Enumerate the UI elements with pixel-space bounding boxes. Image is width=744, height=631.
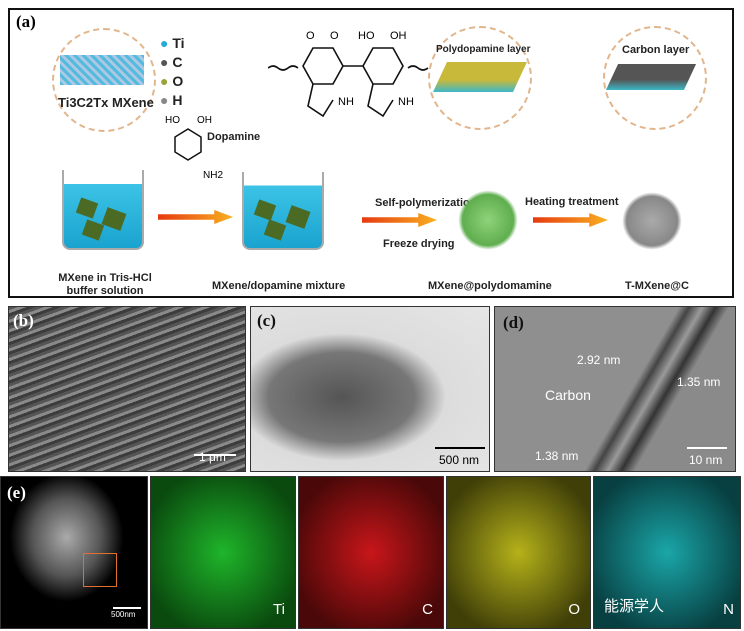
step-freeze-drying: Freeze drying bbox=[383, 238, 455, 250]
scale-bar bbox=[435, 447, 485, 449]
step-self-polymerization: Self-polymerization bbox=[375, 197, 477, 209]
spacing-label-1: 2.92 nm bbox=[577, 353, 621, 367]
scale-bar bbox=[113, 607, 141, 609]
scale-label: 500 nm bbox=[439, 453, 480, 467]
mxene-zoom-circle bbox=[52, 28, 156, 132]
o-map: O bbox=[446, 476, 591, 629]
c-map-label: C bbox=[422, 601, 433, 618]
panel-a-label: (a) bbox=[16, 12, 36, 31]
n-map-label: N bbox=[723, 601, 734, 618]
mxene-label: Ti3C2Tx MXene bbox=[58, 95, 154, 110]
polydopamine-zoom-circle bbox=[428, 26, 532, 130]
dopamine-structure: HO OH NH2 bbox=[165, 115, 224, 181]
beaker-mxene bbox=[62, 170, 144, 250]
carbon-layer-image bbox=[605, 64, 697, 90]
caption-mxene-buffer: MXene in Tris-HCl buffer solution bbox=[58, 272, 152, 297]
c-map: C bbox=[298, 476, 444, 629]
scale-bar bbox=[194, 454, 236, 456]
mxene-pda-powder bbox=[458, 190, 518, 250]
step-heating-treatment: Heating treatment bbox=[525, 196, 619, 208]
mxene-lattice bbox=[60, 55, 144, 85]
selection-box bbox=[83, 553, 117, 587]
ti-map-label: Ti bbox=[273, 601, 285, 618]
o-map-label: O bbox=[568, 601, 580, 618]
spacing-label-2: 1.35 nm bbox=[677, 375, 721, 389]
caption-mxene-pda: MXene@polydomamine bbox=[428, 280, 552, 292]
scale-label: 10 nm bbox=[689, 453, 723, 467]
scale-label: 1 μm bbox=[199, 450, 226, 464]
caption-mixture: MXene/dopamine mixture bbox=[212, 280, 346, 292]
scale-label: 500nm bbox=[111, 610, 136, 619]
scale-bar bbox=[687, 447, 727, 449]
caption-t-mxene-c: T-MXene@C bbox=[625, 280, 689, 292]
panel-e-label: (e) bbox=[7, 483, 26, 502]
carbon-annotation: Carbon bbox=[545, 387, 591, 403]
polydopamine-layer-image bbox=[433, 62, 527, 92]
polydopamine-layer-label: Polydopamine layer bbox=[436, 44, 531, 55]
panel-d-hrtem-image: (d) 2.92 nm 1.35 nm Carbon 1.38 nm 10 nm bbox=[494, 306, 736, 472]
dopamine-label: Dopamine bbox=[207, 131, 261, 143]
panel-d-label: (d) bbox=[503, 313, 524, 332]
n-map: 能源学人 N bbox=[593, 476, 741, 629]
atom-legend: ● Ti ● C ● O ● H bbox=[160, 35, 185, 108]
beaker-mixture bbox=[242, 172, 324, 250]
panel-c-label: (c) bbox=[257, 311, 276, 330]
watermark: 能源学人 bbox=[604, 597, 665, 615]
polydopamine-structure: O O HO OH NH NH bbox=[267, 28, 438, 120]
panel-b-sem-image: (b) 1 μm bbox=[8, 306, 246, 472]
carbon-zoom-circle bbox=[603, 26, 707, 130]
panel-c-tem-image: (c) 500 nm bbox=[250, 306, 490, 472]
t-mxene-c-powder bbox=[622, 192, 682, 250]
spacing-label-3: 1.38 nm bbox=[535, 449, 579, 463]
panel-e-haadf-image: (e) 500nm bbox=[0, 476, 148, 629]
carbon-layer-label: Carbon layer bbox=[622, 44, 690, 56]
panel-b-label: (b) bbox=[13, 311, 34, 330]
ti-map: Ti bbox=[150, 476, 296, 629]
